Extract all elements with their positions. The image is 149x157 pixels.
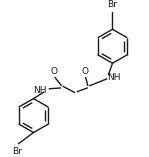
Text: NH: NH (33, 86, 47, 95)
Text: Br: Br (108, 0, 117, 9)
Text: NH: NH (107, 73, 121, 82)
Text: Br: Br (12, 146, 22, 156)
Text: O: O (82, 67, 88, 76)
Text: O: O (51, 67, 58, 76)
